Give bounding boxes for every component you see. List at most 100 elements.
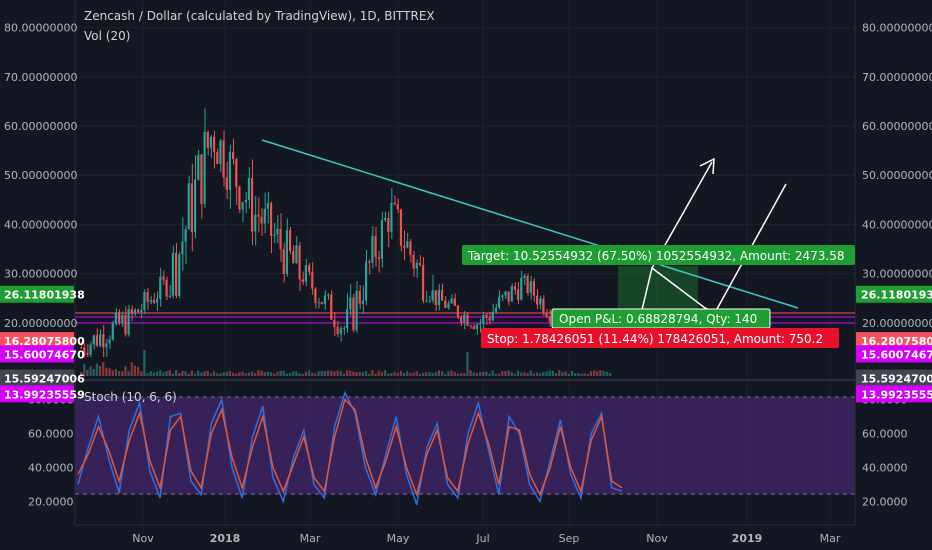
volume-bar bbox=[102, 362, 105, 376]
candle-body bbox=[162, 276, 165, 280]
candle-body bbox=[431, 290, 434, 301]
candle-body bbox=[241, 202, 244, 210]
trendline[interactable] bbox=[261, 139, 799, 309]
volume-bar bbox=[596, 371, 599, 376]
candle-body bbox=[336, 326, 339, 335]
price-tag-left-bg bbox=[0, 285, 74, 303]
candle-body bbox=[377, 257, 380, 259]
candle-body bbox=[102, 334, 105, 348]
volume-bar bbox=[361, 372, 364, 376]
volume-bar bbox=[171, 373, 174, 376]
right-stoch-tick: 20.0000 bbox=[862, 495, 908, 508]
candle-body bbox=[466, 314, 469, 326]
candle-body bbox=[523, 276, 526, 278]
candle-body bbox=[133, 309, 136, 314]
volume-bar bbox=[197, 370, 200, 376]
volume-bar bbox=[228, 370, 231, 376]
time-tick: Nov bbox=[646, 532, 668, 545]
candle-body bbox=[548, 316, 551, 322]
volume-bar bbox=[168, 370, 171, 376]
candle-body bbox=[111, 323, 114, 340]
candle-body bbox=[520, 277, 523, 300]
time-tick: Jul bbox=[475, 532, 489, 545]
price-tag-right-bg bbox=[856, 332, 932, 350]
time-tick: Sep bbox=[559, 532, 580, 545]
volume-bar bbox=[282, 370, 285, 376]
stop-box[interactable] bbox=[481, 328, 839, 348]
candlesticks bbox=[80, 108, 611, 358]
target-box[interactable] bbox=[462, 245, 855, 265]
candle-body bbox=[434, 290, 437, 306]
stoch-lines bbox=[77, 390, 623, 506]
volume-bar bbox=[336, 370, 339, 376]
volume-bar bbox=[254, 373, 257, 376]
volume-bar bbox=[317, 371, 320, 376]
candle-body bbox=[456, 305, 459, 317]
volume-bar bbox=[482, 371, 485, 376]
candle-body bbox=[263, 208, 266, 224]
volume-bar bbox=[456, 373, 459, 376]
candle-body bbox=[171, 252, 174, 296]
volume-bar bbox=[257, 370, 260, 376]
volume-bar bbox=[368, 373, 371, 376]
volume-bar bbox=[200, 372, 203, 376]
candle-body bbox=[200, 154, 203, 204]
volume-bar bbox=[517, 370, 520, 376]
candle-body bbox=[203, 131, 206, 204]
volume-bar bbox=[295, 371, 298, 376]
volume-bar bbox=[121, 371, 124, 376]
volume-bar bbox=[463, 373, 466, 376]
candle-body bbox=[143, 292, 146, 311]
candle-body bbox=[175, 252, 178, 296]
candle-body bbox=[460, 316, 463, 323]
volume-bar bbox=[333, 371, 336, 376]
volume-bar bbox=[95, 363, 98, 376]
candle-body bbox=[390, 202, 393, 232]
candle-body bbox=[504, 291, 507, 296]
volume-bar bbox=[548, 370, 551, 376]
candle-body bbox=[285, 230, 288, 275]
volume-bar bbox=[320, 370, 323, 376]
candle-body bbox=[507, 291, 510, 302]
volume-bar bbox=[238, 372, 241, 376]
candle-body bbox=[80, 347, 83, 349]
price-tag-left-bg bbox=[0, 385, 74, 403]
volume-bar bbox=[561, 372, 564, 376]
candle-body bbox=[317, 302, 320, 304]
price-tag: 15.59247006 15.59247006 bbox=[0, 369, 932, 387]
volume-bar bbox=[130, 362, 133, 376]
volume-bar bbox=[450, 370, 453, 376]
chart-title: Zencash / Dollar (calculated by TradingV… bbox=[84, 9, 435, 23]
target-zone[interactable] bbox=[618, 266, 698, 313]
volume-bar bbox=[412, 372, 415, 376]
candle-body bbox=[498, 296, 501, 308]
price-tag-left-text: 16.28075800 bbox=[4, 335, 85, 348]
candle-body bbox=[257, 214, 260, 217]
candle-body bbox=[450, 298, 453, 304]
volume-bar bbox=[377, 370, 380, 376]
candle-body bbox=[130, 309, 133, 314]
arrow-head-1 bbox=[699, 157, 715, 175]
volume-bar bbox=[523, 372, 526, 376]
volume-bar bbox=[564, 371, 567, 376]
candle-body bbox=[194, 179, 197, 232]
candle-body bbox=[279, 228, 282, 250]
volume-bar bbox=[118, 370, 121, 376]
volume-bar bbox=[342, 373, 345, 376]
volume-bar bbox=[501, 371, 504, 376]
volume-bar bbox=[111, 370, 114, 376]
volume-bar bbox=[80, 371, 83, 376]
candle-body bbox=[513, 286, 516, 290]
volume-bar bbox=[187, 373, 190, 376]
price-tag-right-text: 16.28075800 bbox=[861, 335, 932, 348]
volume-bar bbox=[608, 372, 611, 376]
candle-body bbox=[206, 131, 209, 148]
candle-body bbox=[238, 186, 241, 210]
candle-body bbox=[121, 314, 124, 324]
target-text: Target: 10.52554932 (67.50%) 1052554932,… bbox=[467, 249, 845, 263]
volume-bar bbox=[244, 373, 247, 376]
volume-bar bbox=[152, 372, 155, 376]
volume-bar bbox=[593, 370, 596, 376]
volume-bar bbox=[551, 370, 554, 376]
